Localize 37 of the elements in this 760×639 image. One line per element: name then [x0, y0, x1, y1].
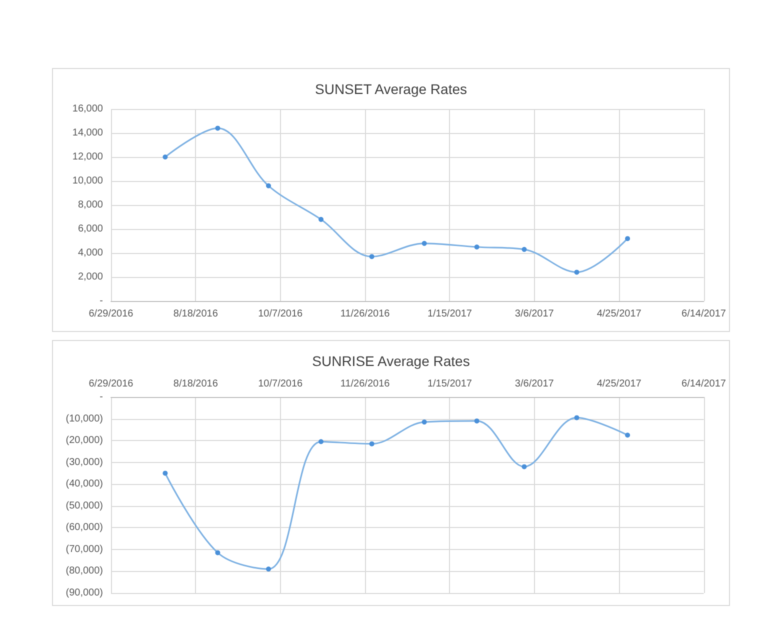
y-tick-label: (50,000) [66, 500, 103, 512]
x-tick-label: 1/15/2017 [427, 378, 472, 390]
y-tick-label: 2,000 [78, 272, 104, 282]
x-tick-label: 4/25/2017 [596, 378, 642, 390]
y-tick-label: (70,000) [66, 544, 103, 555]
x-tick-label: 11/26/2016 [340, 308, 390, 320]
x-tick-label: 11/26/2016 [340, 378, 390, 390]
y-tick-label: 12,000 [72, 152, 104, 162]
y-tick-label: - [100, 296, 103, 306]
x-tick-label: 10/7/2016 [258, 378, 304, 390]
y-tick-label: - [100, 392, 103, 402]
y-tick-label: 16,000 [72, 104, 104, 114]
y-tick-label: (30,000) [66, 456, 103, 468]
y-tick-label: 8,000 [78, 200, 104, 210]
y-tick-label: (20,000) [66, 435, 103, 446]
x-tick-label: 1/15/2017 [427, 308, 472, 320]
x-tick-label: 6/29/2016 [88, 308, 134, 320]
x-tick-label: 4/25/2017 [596, 308, 642, 320]
x-tick-label: 6/14/2017 [682, 378, 726, 390]
x-tick-label: 8/18/2016 [173, 308, 218, 320]
x-tick-label: 8/18/2016 [173, 378, 218, 390]
x-tick-label: 6/14/2017 [682, 308, 726, 320]
y-tick-label: (10,000) [66, 413, 103, 424]
x-tick-label: 3/6/2017 [514, 378, 554, 390]
x-tick-label: 10/7/2016 [258, 308, 304, 320]
y-tick-label: (90,000) [66, 588, 103, 598]
y-tick-label: (80,000) [66, 566, 103, 577]
y-tick-label: 6,000 [78, 224, 104, 234]
y-tick-label: (40,000) [66, 478, 103, 490]
y-tick-label: 10,000 [72, 176, 104, 186]
y-tick-label: 4,000 [78, 248, 104, 258]
x-tick-label: 3/6/2017 [514, 308, 554, 320]
y-tick-label: (60,000) [66, 522, 103, 534]
y-tick-label: 14,000 [72, 128, 104, 138]
chart-title: SUNSET Average Rates [314, 81, 468, 97]
x-tick-label: 6/29/2016 [88, 378, 134, 390]
chart-title: SUNRISE Average Rates [312, 353, 470, 369]
